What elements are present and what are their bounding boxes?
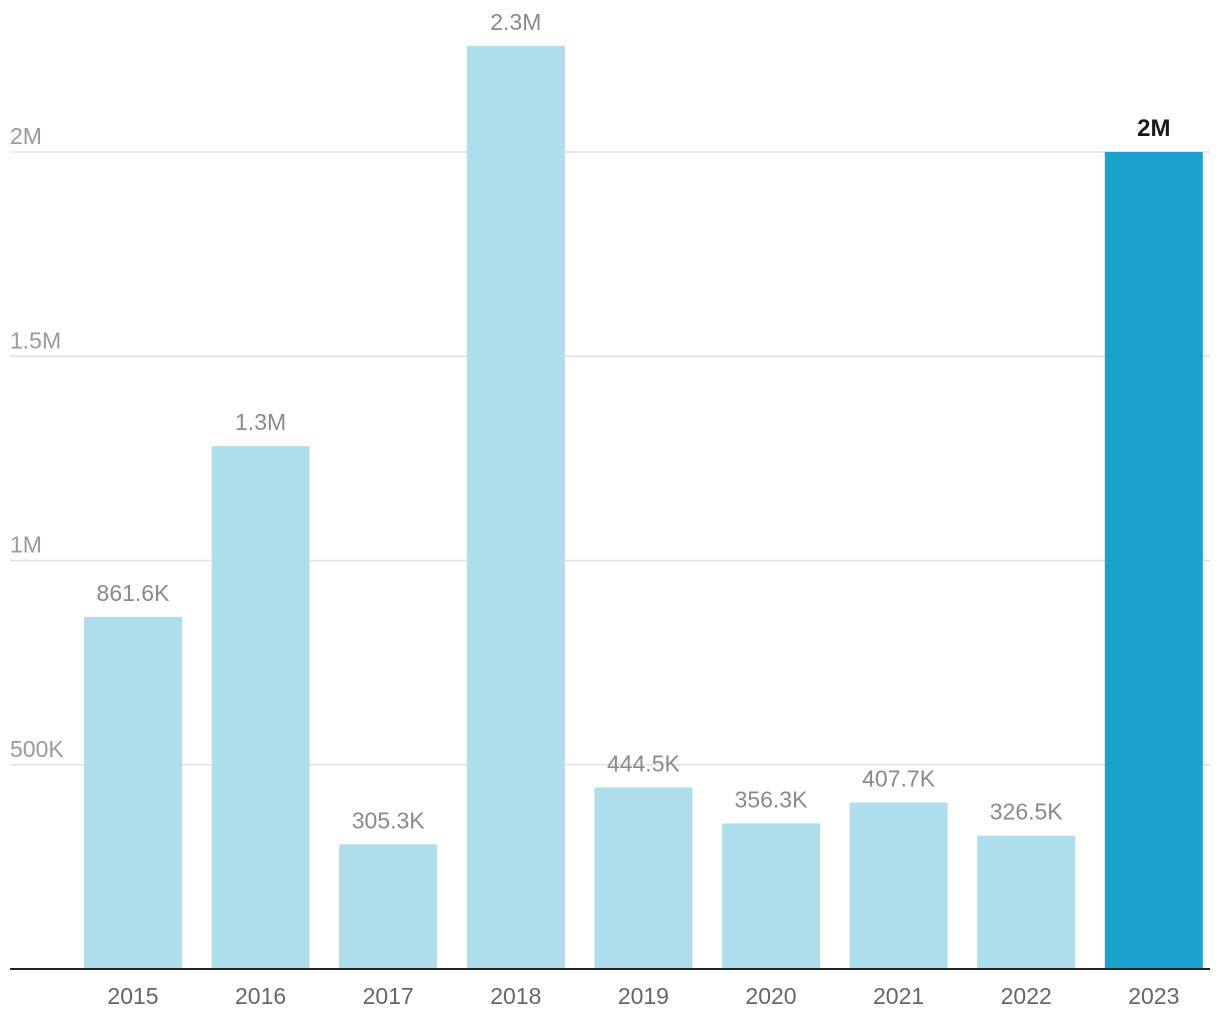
bar-2018 [466,45,565,970]
bar-2022 [977,835,1076,969]
x-tick-label: 2023 [1128,983,1179,1009]
y-axis: 500K 1M 1.5M 2M [10,123,64,762]
bar-2019 [594,787,693,969]
y-tick-label: 500K [10,736,64,762]
gridlines [10,151,1210,766]
x-tick-label: 2021 [873,983,924,1009]
bar-2023 [1104,152,1203,969]
bar-2020 [722,823,820,969]
data-label: 407.7K [862,765,936,791]
data-label: 444.5K [607,750,681,776]
bar-2017 [339,844,438,969]
x-axis: 2015 2016 2017 2018 2019 2020 2021 2022 2023 [10,968,1210,1009]
x-tick-label: 2022 [1001,983,1052,1009]
x-tick-label: 2018 [490,983,541,1009]
data-label: 2M [1137,115,1170,142]
bar-2015 [84,617,182,969]
data-label: 356.3K [735,786,809,812]
x-tick-label: 2016 [235,983,286,1009]
x-tick-label: 2017 [363,983,414,1009]
data-label: 305.3K [352,807,426,833]
data-label: 2.3M [490,9,541,35]
data-label: 1.3M [235,409,286,435]
x-tick-label: 2015 [107,983,158,1009]
bars [84,45,1203,970]
data-labels: 861.6K 1.3M 305.3K 2.3M 444.5K 356.3K 407.7K 32… [97,9,1171,833]
y-tick-label: 1.5M [10,327,61,353]
data-label: 861.6K [97,580,171,606]
x-tick-label: 2020 [745,983,796,1009]
data-label: 326.5K [990,799,1064,825]
x-tick-label: 2019 [618,983,669,1009]
y-tick-label: 1M [10,532,42,558]
y-tick-label: 2M [10,123,42,149]
bar-2021 [849,802,948,969]
bar-2016 [211,446,310,969]
